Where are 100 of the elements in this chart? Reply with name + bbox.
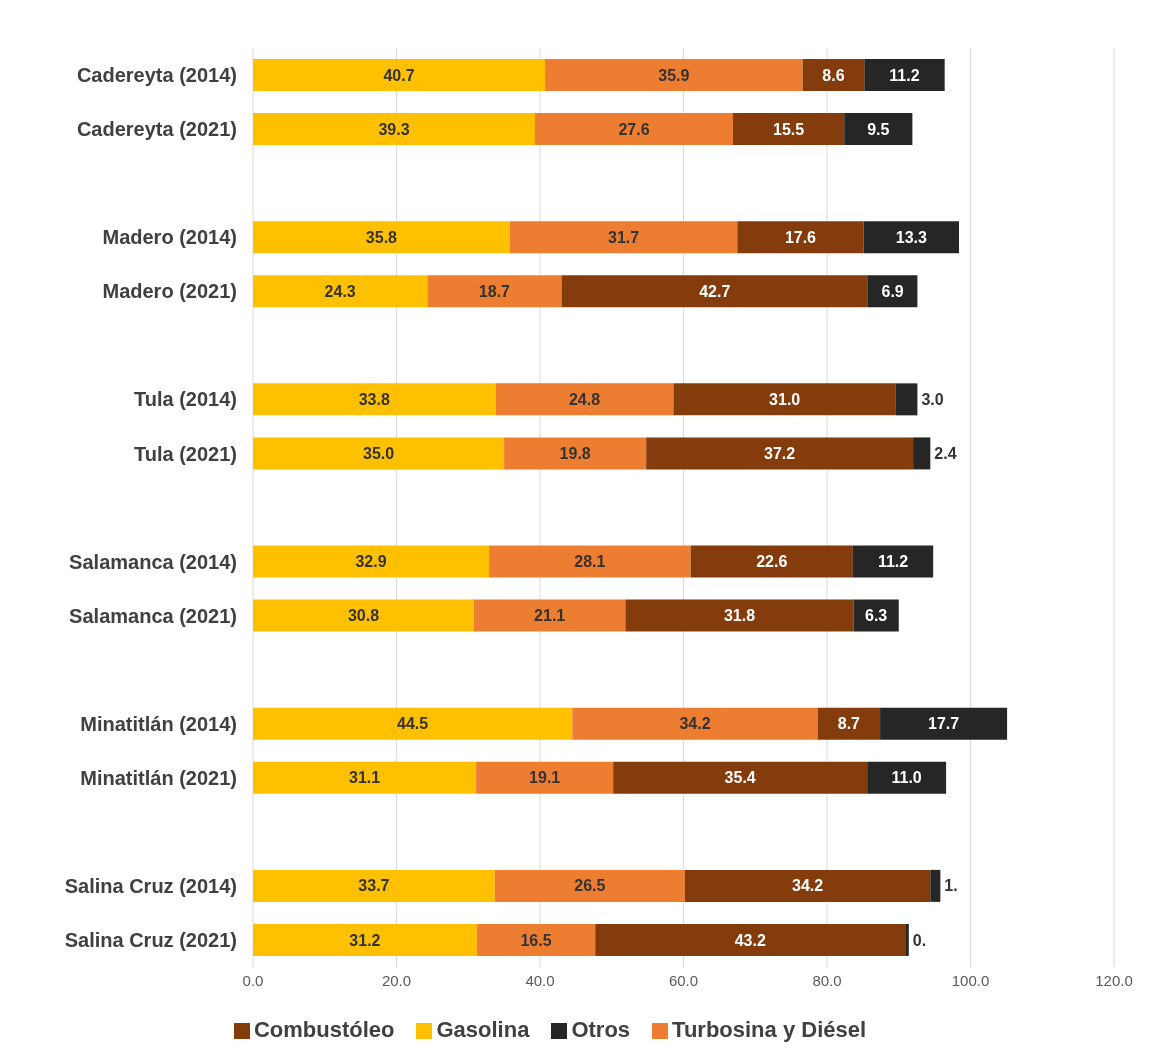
data-label: 8.7: [837, 715, 861, 733]
data-label: 17.7: [928, 715, 960, 733]
y-tick-label: Minatitlán (2014): [80, 712, 237, 735]
y-tick-label: Tula (2021): [134, 442, 237, 465]
x-tick-label: 20.0: [381, 971, 412, 989]
bar: [595, 923, 906, 956]
x-tick-label: 120.0: [1095, 971, 1133, 989]
data-label: 11.2: [877, 553, 909, 571]
data-label: 37.2: [764, 445, 796, 463]
data-label: 31.2: [349, 931, 381, 949]
data-label: 31.1: [349, 769, 381, 787]
bar: [690, 545, 853, 578]
data-label: 35.0: [362, 445, 395, 463]
bar: [253, 599, 474, 632]
x-tick-label: 40.0: [525, 971, 555, 989]
data-label: 27.6: [618, 120, 650, 138]
data-label: 17.6: [784, 228, 817, 246]
data-label: 32.9: [355, 553, 387, 571]
data-label: 30.8: [347, 607, 380, 625]
data-label: 39.3: [378, 120, 410, 138]
bar: [646, 437, 914, 470]
data-label: 13.3: [895, 228, 927, 246]
x-tick-label: 100.0: [951, 971, 990, 989]
data-label: 28.1: [574, 553, 606, 571]
data-label: 44.5: [397, 715, 429, 733]
bar: [253, 113, 535, 146]
bar: [253, 437, 505, 470]
y-tick-label: Madero (2021): [102, 280, 237, 303]
legend-label: Otros: [571, 1017, 631, 1042]
data-label: 8.6: [822, 66, 845, 84]
bar: [509, 221, 738, 254]
data-label: 6.9: [881, 282, 904, 300]
data-label: 35.4: [724, 769, 756, 787]
data-label: 34.2: [679, 715, 711, 733]
data-label: 31.7: [608, 228, 640, 246]
bar: [495, 383, 674, 416]
data-label: 31.0: [769, 390, 801, 408]
bar: [253, 707, 573, 740]
data-label: 19.1: [529, 769, 561, 787]
bar: [476, 923, 596, 956]
data-label: 22.6: [756, 553, 788, 571]
bar: [733, 113, 845, 146]
bar: [253, 761, 477, 794]
x-tick-label: 60.0: [668, 971, 699, 989]
bar: [253, 869, 495, 902]
bar: [625, 599, 854, 632]
legend-label: Gasolina: [436, 1017, 530, 1042]
data-label: 24.8: [568, 390, 601, 408]
bar: [561, 275, 868, 308]
data-label: 33.8: [358, 390, 390, 408]
bar: [913, 437, 931, 470]
y-tick-label: Salamanca (2021): [69, 604, 237, 627]
bar: [253, 59, 546, 91]
bar: [473, 599, 626, 632]
bar: [253, 923, 477, 956]
data-label: 15.5: [773, 120, 805, 138]
data-label: 43.2: [734, 931, 766, 949]
data-label: 3.0: [921, 390, 944, 408]
y-tick-label: Salina Cruz (2021): [64, 929, 237, 952]
bar: [613, 761, 868, 794]
bar: [867, 761, 947, 794]
y-tick-label: Minatitlán (2021): [80, 766, 237, 789]
x-tick-label: 80.0: [812, 971, 842, 989]
bar: [684, 869, 931, 902]
bar: [852, 545, 934, 578]
legend-label: Turbosina y Diésel: [672, 1017, 867, 1042]
bar: [545, 59, 803, 91]
data-label: 33.7: [358, 877, 390, 895]
bar: [930, 869, 941, 902]
data-label: 19.8: [559, 445, 591, 463]
y-tick-label: Salamanca (2014): [69, 550, 237, 573]
bar: [905, 923, 909, 956]
bar: [817, 707, 881, 740]
data-label: 9.5: [867, 120, 890, 138]
data-label: 18.7: [478, 282, 511, 300]
bar: [476, 761, 614, 794]
bar: [673, 383, 896, 416]
data-label: 6.3: [865, 607, 888, 625]
bar: [504, 437, 647, 470]
data-label: 1.: [944, 877, 958, 895]
data-label: 34.2: [792, 877, 824, 895]
bar: [494, 869, 685, 902]
data-label: 16.5: [520, 931, 552, 949]
data-label: 42.7: [699, 282, 731, 300]
y-tick-label: Madero (2014): [102, 226, 237, 249]
bar: [534, 113, 734, 146]
data-label: 0.: [912, 931, 927, 949]
data-label: 2.4: [934, 445, 957, 463]
data-label: 26.5: [574, 877, 606, 895]
y-tick-label: Tula (2014): [134, 388, 237, 411]
bar: [253, 221, 510, 254]
data-label: 35.8: [365, 228, 398, 246]
bar: [864, 59, 945, 91]
data-label: 35.9: [658, 66, 690, 84]
bar: [253, 275, 428, 308]
bar: [844, 113, 913, 146]
bar: [802, 59, 865, 91]
legend-label: Combustóleo: [253, 1017, 395, 1042]
bar: [572, 707, 818, 740]
y-tick-label: Salina Cruz (2014): [64, 875, 237, 898]
